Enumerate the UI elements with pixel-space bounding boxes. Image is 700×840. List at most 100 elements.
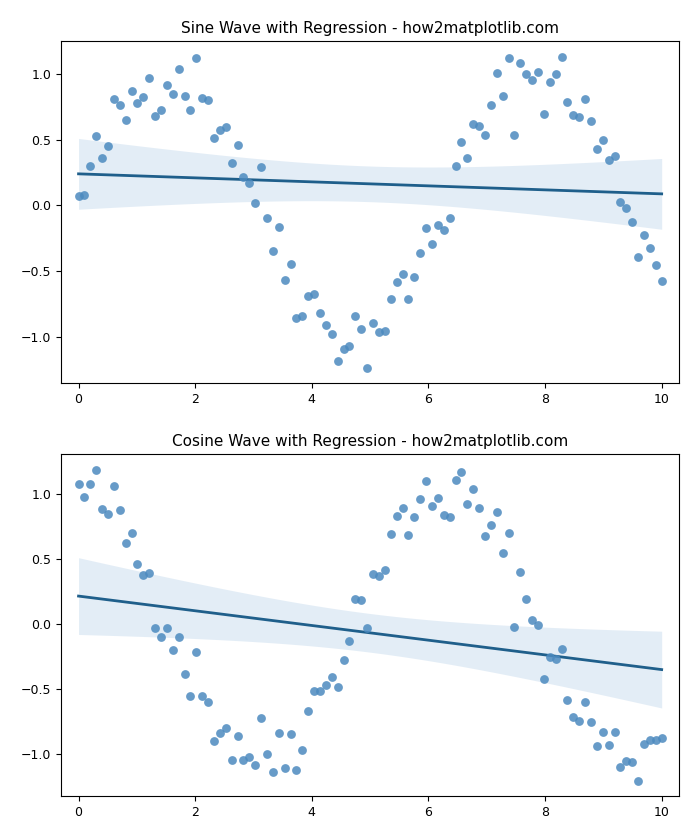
Point	[556, 643, 567, 656]
Point	[621, 201, 632, 214]
Point	[244, 750, 255, 764]
Point	[97, 502, 108, 516]
Point	[456, 465, 467, 479]
Point	[432, 491, 443, 505]
Point	[161, 78, 172, 92]
Point	[432, 218, 443, 232]
Point	[650, 733, 662, 747]
Point	[462, 151, 473, 165]
Point	[585, 114, 596, 128]
Point	[485, 98, 496, 112]
Point	[503, 51, 514, 65]
Point	[173, 630, 184, 643]
Point	[503, 527, 514, 540]
Point	[344, 339, 355, 352]
Point	[568, 108, 579, 122]
Point	[250, 196, 261, 209]
Point	[609, 725, 620, 738]
Point	[232, 729, 243, 743]
Point	[573, 111, 584, 124]
Point	[132, 97, 143, 110]
Point	[580, 92, 591, 106]
Point	[350, 309, 361, 323]
Point	[202, 92, 214, 106]
Point	[138, 90, 149, 103]
Point	[615, 195, 626, 208]
Point	[550, 67, 561, 81]
Point	[150, 622, 161, 635]
Point	[197, 91, 208, 104]
Point	[138, 569, 149, 582]
Point	[321, 679, 332, 692]
Point	[191, 645, 202, 659]
Point	[232, 139, 243, 152]
Title: Cosine Wave with Regression - how2matplotlib.com: Cosine Wave with Regression - how2matplo…	[172, 434, 568, 449]
Point	[167, 87, 178, 101]
Point	[173, 62, 184, 76]
Point	[626, 216, 638, 229]
Point	[285, 257, 296, 270]
Point	[544, 75, 555, 88]
Title: Sine Wave with Regression - how2matplotlib.com: Sine Wave with Regression - how2matplotl…	[181, 21, 559, 36]
Point	[626, 755, 638, 769]
Point	[202, 695, 214, 708]
Point	[90, 463, 101, 476]
Point	[314, 306, 326, 319]
Point	[438, 508, 449, 522]
Point	[226, 156, 237, 170]
Point	[114, 503, 125, 517]
Point	[297, 743, 308, 757]
Point	[291, 311, 302, 324]
Point	[414, 492, 426, 506]
Point	[314, 685, 326, 698]
Point	[108, 480, 120, 493]
Point	[267, 244, 279, 258]
Point	[85, 477, 96, 491]
Point	[526, 613, 538, 627]
Point	[402, 292, 414, 306]
Point	[368, 316, 379, 329]
Point	[421, 475, 432, 488]
Point	[114, 98, 125, 112]
Point	[356, 322, 367, 335]
Point	[438, 223, 449, 237]
Point	[473, 119, 484, 133]
Point	[279, 761, 290, 774]
Point	[638, 228, 650, 242]
Point	[450, 159, 461, 172]
Point	[326, 327, 337, 340]
Point	[79, 188, 90, 202]
Point	[362, 621, 373, 634]
Point	[656, 731, 667, 744]
Point	[102, 139, 113, 153]
Point	[497, 546, 508, 559]
Point	[120, 113, 132, 126]
Point	[533, 618, 544, 632]
Point	[444, 212, 455, 225]
Point	[480, 128, 491, 141]
Point	[179, 667, 190, 680]
Point	[356, 593, 367, 606]
Point	[102, 507, 113, 521]
Point	[291, 764, 302, 777]
Point	[120, 536, 132, 549]
Point	[238, 170, 249, 183]
Point	[385, 291, 396, 305]
Point	[155, 631, 167, 644]
Point	[597, 725, 608, 738]
Point	[592, 739, 603, 753]
Point	[462, 498, 473, 512]
Point	[126, 527, 137, 540]
Point	[97, 151, 108, 165]
Point	[644, 733, 655, 747]
Point	[332, 680, 343, 694]
Point	[108, 92, 120, 106]
Point	[373, 325, 384, 339]
Point	[279, 273, 290, 286]
Point	[220, 120, 232, 134]
Point	[167, 643, 178, 656]
Point	[485, 518, 496, 532]
Point	[568, 710, 579, 723]
Point	[238, 753, 249, 766]
Point	[90, 129, 101, 143]
